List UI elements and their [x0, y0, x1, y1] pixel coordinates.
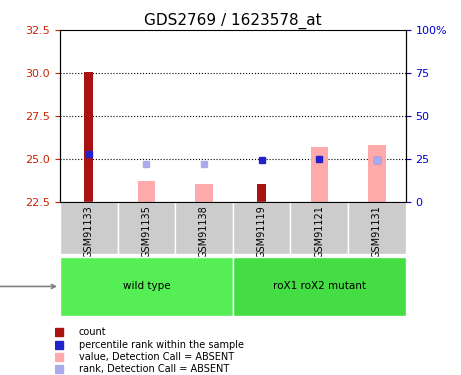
FancyBboxPatch shape [118, 202, 175, 254]
FancyBboxPatch shape [233, 202, 290, 254]
Text: roX1 roX2 mutant: roX1 roX2 mutant [273, 281, 366, 291]
Text: GSM91131: GSM91131 [372, 205, 382, 258]
Text: wild type: wild type [123, 281, 170, 291]
Text: GSM91121: GSM91121 [314, 205, 324, 258]
Bar [311, 147, 328, 202]
Bar [368, 145, 385, 202]
Text: GSM91138: GSM91138 [199, 205, 209, 258]
Text: GSM91135: GSM91135 [142, 205, 151, 258]
FancyBboxPatch shape [348, 202, 406, 254]
FancyBboxPatch shape [60, 202, 118, 254]
Text: GSM91119: GSM91119 [257, 205, 266, 258]
Bar [195, 184, 213, 203]
Text: rank, Detection Call = ABSENT: rank, Detection Call = ABSENT [79, 364, 229, 374]
Text: GSM91133: GSM91133 [84, 205, 94, 258]
FancyBboxPatch shape [175, 202, 233, 254]
Bar [138, 182, 155, 203]
Bar [257, 184, 266, 203]
Text: percentile rank within the sample: percentile rank within the sample [79, 339, 244, 350]
FancyBboxPatch shape [290, 202, 348, 254]
FancyBboxPatch shape [233, 257, 406, 315]
Bar [84, 72, 94, 202]
Text: count: count [79, 327, 106, 338]
Text: genotype/variation: genotype/variation [0, 281, 55, 291]
Title: GDS2769 / 1623578_at: GDS2769 / 1623578_at [144, 12, 322, 28]
FancyBboxPatch shape [60, 257, 233, 315]
Text: value, Detection Call = ABSENT: value, Detection Call = ABSENT [79, 352, 234, 362]
